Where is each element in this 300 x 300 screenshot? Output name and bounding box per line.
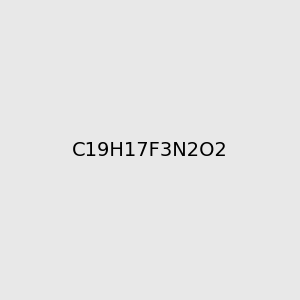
Text: C19H17F3N2O2: C19H17F3N2O2 (72, 140, 228, 160)
